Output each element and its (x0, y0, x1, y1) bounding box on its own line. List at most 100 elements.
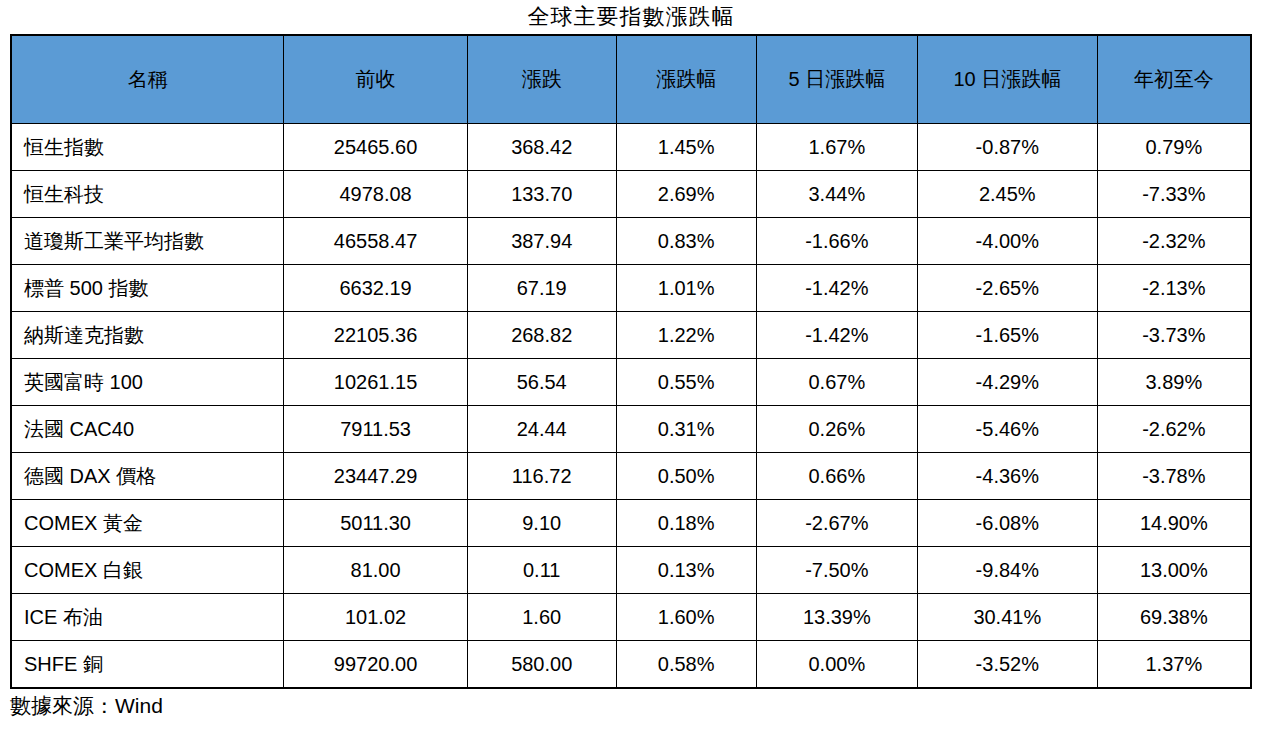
table-cell: 10261.15 (284, 359, 468, 406)
table-cell: 0.26% (756, 406, 917, 453)
table-cell: 133.70 (467, 171, 616, 218)
index-name-cell: 道瓊斯工業平均指數 (11, 218, 284, 265)
table-cell: 9.10 (467, 500, 616, 547)
table-cell: 81.00 (284, 547, 468, 594)
table-cell: 2.69% (616, 171, 756, 218)
table-cell: -9.84% (917, 547, 1097, 594)
table-row: 恒生指數25465.60368.421.45%1.67%-0.87%0.79% (11, 124, 1251, 171)
table-cell: 0.18% (616, 500, 756, 547)
table-cell: 23447.29 (284, 453, 468, 500)
index-name-cell: SHFE 銅 (11, 641, 284, 689)
table-cell: -3.52% (917, 641, 1097, 689)
table-cell: 99720.00 (284, 641, 468, 689)
index-name-cell: ICE 布油 (11, 594, 284, 641)
index-name-cell: 德國 DAX 價格 (11, 453, 284, 500)
table-cell: -4.29% (917, 359, 1097, 406)
table-cell: 25465.60 (284, 124, 468, 171)
table-cell: 22105.36 (284, 312, 468, 359)
table-cell: -5.46% (917, 406, 1097, 453)
table-cell: -2.62% (1097, 406, 1251, 453)
table-header-row: 名稱前收漲跌漲跌幅5 日漲跌幅10 日漲跌幅年初至今 (11, 35, 1251, 124)
column-header-6: 年初至今 (1097, 35, 1251, 124)
table-cell: 0.13% (616, 547, 756, 594)
table-cell: -1.42% (756, 312, 917, 359)
data-source-note: 數據來源：Wind (10, 689, 1262, 723)
table-cell: -2.65% (917, 265, 1097, 312)
table-cell: 13.00% (1097, 547, 1251, 594)
table-cell: -1.66% (756, 218, 917, 265)
table-body: 恒生指數25465.60368.421.45%1.67%-0.87%0.79%恒… (11, 124, 1251, 689)
column-header-3: 漲跌幅 (616, 35, 756, 124)
table-cell: -7.50% (756, 547, 917, 594)
table-cell: 56.54 (467, 359, 616, 406)
table-row: 標普 500 指數6632.1967.191.01%-1.42%-2.65%-2… (11, 265, 1251, 312)
index-name-cell: 英國富時 100 (11, 359, 284, 406)
index-name-cell: 納斯達克指數 (11, 312, 284, 359)
table-cell: 6632.19 (284, 265, 468, 312)
table-cell: 0.58% (616, 641, 756, 689)
index-name-cell: 恒生科技 (11, 171, 284, 218)
table-cell: 0.31% (616, 406, 756, 453)
index-performance-table: 名稱前收漲跌漲跌幅5 日漲跌幅10 日漲跌幅年初至今 恒生指數25465.603… (10, 34, 1252, 689)
table-cell: 67.19 (467, 265, 616, 312)
index-name-cell: 法國 CAC40 (11, 406, 284, 453)
column-header-2: 漲跌 (467, 35, 616, 124)
table-cell: -0.87% (917, 124, 1097, 171)
page-title: 全球主要指數漲跌幅 (0, 0, 1262, 34)
table-cell: 0.83% (616, 218, 756, 265)
table-cell: 0.79% (1097, 124, 1251, 171)
table-cell: 14.90% (1097, 500, 1251, 547)
table-cell: 0.11 (467, 547, 616, 594)
column-header-4: 5 日漲跌幅 (756, 35, 917, 124)
table-row: ICE 布油101.021.601.60%13.39%30.41%69.38% (11, 594, 1251, 641)
table-cell: -2.13% (1097, 265, 1251, 312)
table-cell: 1.01% (616, 265, 756, 312)
column-header-1: 前收 (284, 35, 468, 124)
column-header-0: 名稱 (11, 35, 284, 124)
table-cell: -1.65% (917, 312, 1097, 359)
table-row: 法國 CAC407911.5324.440.31%0.26%-5.46%-2.6… (11, 406, 1251, 453)
table-cell: 1.22% (616, 312, 756, 359)
table-cell: 580.00 (467, 641, 616, 689)
table-cell: 7911.53 (284, 406, 468, 453)
table-cell: -3.78% (1097, 453, 1251, 500)
table-cell: 1.45% (616, 124, 756, 171)
table-cell: 46558.47 (284, 218, 468, 265)
table-cell: 5011.30 (284, 500, 468, 547)
table-cell: 1.60 (467, 594, 616, 641)
table-row: COMEX 白銀81.000.110.13%-7.50%-9.84%13.00% (11, 547, 1251, 594)
table-cell: 1.60% (616, 594, 756, 641)
table-cell: -2.32% (1097, 218, 1251, 265)
table-cell: 2.45% (917, 171, 1097, 218)
table-cell: 4978.08 (284, 171, 468, 218)
index-name-cell: COMEX 黃金 (11, 500, 284, 547)
table-cell: 13.39% (756, 594, 917, 641)
table-cell: -4.36% (917, 453, 1097, 500)
table-row: 英國富時 10010261.1556.540.55%0.67%-4.29%3.8… (11, 359, 1251, 406)
table-row: 德國 DAX 價格23447.29116.720.50%0.66%-4.36%-… (11, 453, 1251, 500)
table-row: 恒生科技4978.08133.702.69%3.44%2.45%-7.33% (11, 171, 1251, 218)
index-name-cell: 恒生指數 (11, 124, 284, 171)
table-cell: 3.44% (756, 171, 917, 218)
table-cell: 0.55% (616, 359, 756, 406)
table-cell: 30.41% (917, 594, 1097, 641)
table-cell: -1.42% (756, 265, 917, 312)
table-cell: 387.94 (467, 218, 616, 265)
table-row: 納斯達克指數22105.36268.821.22%-1.42%-1.65%-3.… (11, 312, 1251, 359)
table-cell: 0.67% (756, 359, 917, 406)
table-cell: 24.44 (467, 406, 616, 453)
table-cell: 101.02 (284, 594, 468, 641)
table-cell: 0.50% (616, 453, 756, 500)
index-name-cell: COMEX 白銀 (11, 547, 284, 594)
table-cell: -2.67% (756, 500, 917, 547)
table-cell: 368.42 (467, 124, 616, 171)
index-name-cell: 標普 500 指數 (11, 265, 284, 312)
table-cell: -7.33% (1097, 171, 1251, 218)
table-row: SHFE 銅99720.00580.000.58%0.00%-3.52%1.37… (11, 641, 1251, 689)
table-cell: 0.66% (756, 453, 917, 500)
table-cell: 268.82 (467, 312, 616, 359)
table-cell: 0.00% (756, 641, 917, 689)
table-row: COMEX 黃金5011.309.100.18%-2.67%-6.08%14.9… (11, 500, 1251, 547)
table-cell: -4.00% (917, 218, 1097, 265)
table-cell: 3.89% (1097, 359, 1251, 406)
